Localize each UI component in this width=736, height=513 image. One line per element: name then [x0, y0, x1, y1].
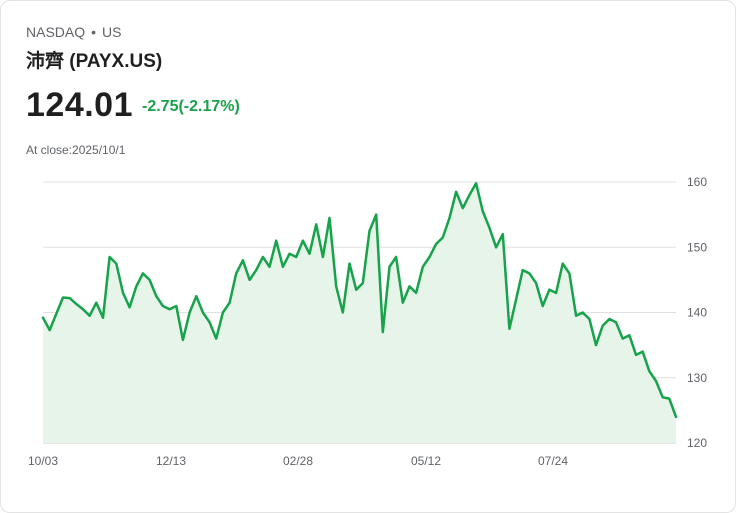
y-tick-label: 130 — [687, 371, 707, 385]
price-area-fill — [43, 183, 676, 444]
close-info: At close:2025/10/1 — [26, 143, 125, 157]
y-tick-label: 150 — [687, 240, 707, 254]
price-line — [41, 182, 678, 419]
exchange-name: NASDAQ — [26, 24, 86, 40]
close-label: At close: — [26, 143, 73, 157]
price-change: -2.75(-2.17%) — [142, 98, 240, 115]
region-label: US — [102, 24, 122, 40]
x-tick-label: 05/12 — [411, 454, 441, 468]
y-tick-label: 120 — [687, 436, 707, 450]
y-tick-label: 160 — [687, 175, 707, 189]
y-tick-label: 140 — [687, 306, 707, 320]
stock-price: 124.01 — [26, 86, 133, 124]
x-tick-label: 02/28 — [283, 454, 313, 468]
stock-name: 沛齊 (PAYX.US) — [26, 51, 163, 72]
x-tick-label: 07/24 — [538, 454, 568, 468]
exchange-line: NASDAQ • US — [26, 24, 121, 40]
close-date: 2025/10/1 — [72, 143, 126, 157]
separator-dot: • — [91, 24, 97, 40]
x-tick-label: 12/13 — [156, 454, 186, 468]
x-tick-label: 10/03 — [28, 454, 58, 468]
